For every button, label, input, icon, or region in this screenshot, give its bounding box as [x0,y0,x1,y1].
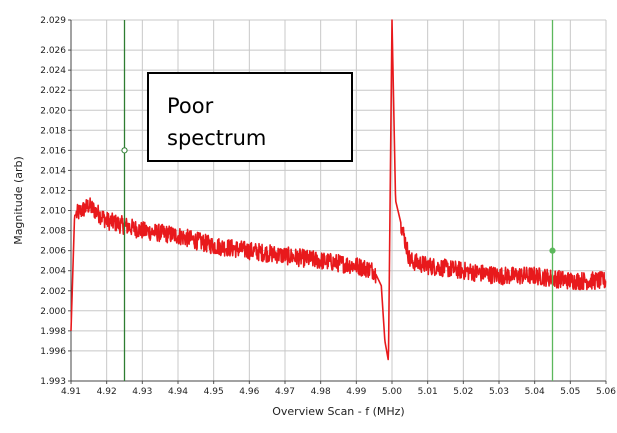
y-tick-label: 2.002 [40,287,66,297]
y-tick-label: 1.993 [40,377,66,387]
x-axis-label: Overview Scan - f (MHz) [272,405,404,418]
y-tick-label: 2.026 [40,46,66,56]
x-tick-label: 5.01 [418,387,438,397]
annotation-line-1: Poor [167,94,214,118]
y-tick-label: 2.004 [40,267,66,277]
y-tick-label: 2.012 [40,186,66,196]
y-tick-label: 2.014 [40,166,66,176]
y-tick-label: 1.998 [40,327,66,337]
x-tick-label: 4.96 [239,387,259,397]
cursor-marker-1 [121,147,128,154]
annotation-box: Poor spectrum [147,72,353,162]
x-tick-label: 4.99 [346,387,366,397]
y-tick-label: 2.006 [40,247,66,257]
x-tick-label: 4.95 [204,387,224,397]
y-tick-label: 2.024 [40,66,66,76]
y-tick-label: 2.016 [40,146,66,156]
x-tick-label: 5.05 [560,387,580,397]
x-tick-label: 5.06 [596,387,616,397]
y-tick-label: 2.029 [40,16,66,26]
y-tick-label: 1.996 [40,347,66,357]
y-tick-label: 2.020 [40,106,66,116]
y-tick-label: 2.022 [40,86,66,96]
x-tick-label: 4.97 [275,387,295,397]
x-tick-label: 4.91 [61,387,81,397]
y-axis-label: Magnitude (arb) [12,156,25,245]
annotation-line-2: spectrum [167,126,267,150]
y-tick-label: 2.018 [40,126,66,136]
x-tick-label: 5.00 [382,387,402,397]
cursor-marker-2 [549,247,556,254]
x-tick-label: 5.02 [453,387,473,397]
x-tick-label: 5.03 [489,387,509,397]
x-tick-label: 4.93 [132,387,152,397]
x-tick-label: 5.04 [525,387,545,397]
x-tick-label: 4.98 [311,387,331,397]
y-tick-label: 2.000 [40,307,66,317]
x-tick-label: 4.92 [97,387,117,397]
x-tick-label: 4.94 [168,387,188,397]
y-tick-label: 2.008 [40,227,66,237]
series-line-0 [70,19,607,361]
y-tick-label: 2.010 [40,207,66,217]
